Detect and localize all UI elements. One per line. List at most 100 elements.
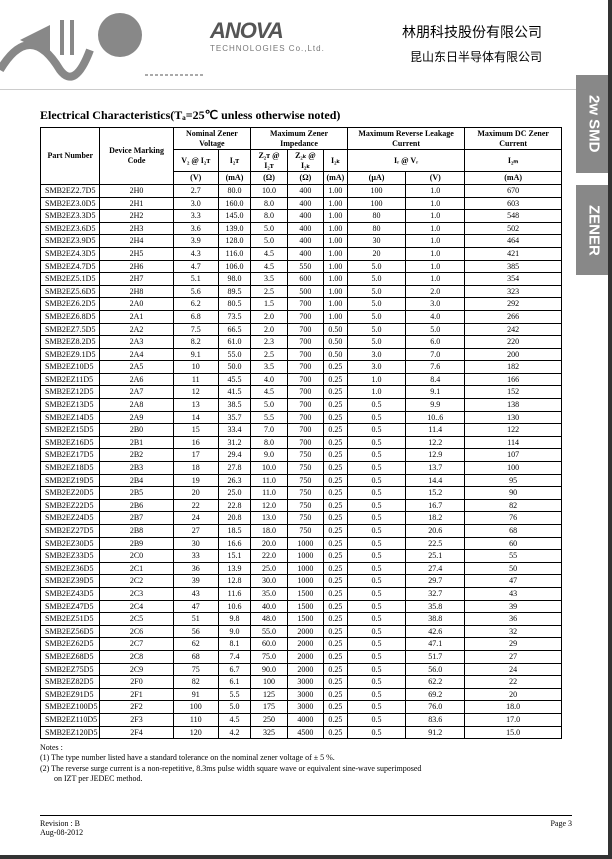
cell-izm: 548 bbox=[465, 210, 562, 223]
col-part-number: Part Number bbox=[41, 128, 100, 185]
side-tabs: 2w SMD ZENER bbox=[576, 75, 612, 595]
cell-ir: 0.5 bbox=[347, 550, 405, 563]
cell-ir: 0.5 bbox=[347, 399, 405, 412]
cell-ir: 30 bbox=[347, 235, 405, 248]
cell-izt: 116.0 bbox=[218, 247, 250, 260]
cell-ir: 80 bbox=[347, 210, 405, 223]
cell-zzk: 700 bbox=[287, 436, 323, 449]
cell-ir: 0.5 bbox=[347, 713, 405, 726]
cell-pn: SMB2EZ12D5 bbox=[41, 386, 100, 399]
cell-zzk: 550 bbox=[287, 260, 323, 273]
cell-zzt: 30.0 bbox=[251, 575, 288, 588]
cell-zzk: 700 bbox=[287, 348, 323, 361]
cell-pn: SMB2EZ75D5 bbox=[41, 663, 100, 676]
cell-pn: SMB2EZ3.0D5 bbox=[41, 197, 100, 210]
cell-pn: SMB2EZ110D5 bbox=[41, 713, 100, 726]
table-row: SMB2EZ36D52C13613.925.010000.250.527.450 bbox=[41, 562, 562, 575]
col-izt: I₂ᴛ bbox=[218, 150, 250, 172]
table-row: SMB2EZ110D52F31104.525040000.250.583.617… bbox=[41, 713, 562, 726]
shadow-bottom bbox=[0, 855, 612, 859]
cell-vr: 9.9 bbox=[406, 399, 465, 412]
cell-izt: 55.0 bbox=[218, 348, 250, 361]
cell-vr: 27.4 bbox=[406, 562, 465, 575]
unit-6: (V) bbox=[406, 172, 465, 185]
cell-mc: 2F3 bbox=[100, 713, 173, 726]
table-row: SMB2EZ3.9D52H43.9128.05.04001.00301.0464 bbox=[41, 235, 562, 248]
cell-izk: 0.25 bbox=[323, 663, 347, 676]
cell-zzk: 500 bbox=[287, 285, 323, 298]
cell-mc: 2A3 bbox=[100, 336, 173, 349]
cell-izm: 502 bbox=[465, 222, 562, 235]
cell-zzk: 750 bbox=[287, 462, 323, 475]
cell-vz: 13 bbox=[173, 399, 218, 412]
cell-vz: 15 bbox=[173, 424, 218, 437]
cell-mc: 2C8 bbox=[100, 650, 173, 663]
table-row: SMB2EZ24D52B72420.813.07500.250.518.276 bbox=[41, 512, 562, 525]
cell-ir: 1.0 bbox=[347, 386, 405, 399]
cell-vr: 20.6 bbox=[406, 525, 465, 538]
cell-ir: 0.5 bbox=[347, 701, 405, 714]
cell-vz: 20 bbox=[173, 487, 218, 500]
cell-mc: 2B7 bbox=[100, 512, 173, 525]
cell-pn: SMB2EZ6.2D5 bbox=[41, 298, 100, 311]
cell-zzt: 40.0 bbox=[251, 600, 288, 613]
cell-vr: 83.6 bbox=[406, 713, 465, 726]
cell-ir: 0.5 bbox=[347, 688, 405, 701]
cell-zzk: 1000 bbox=[287, 550, 323, 563]
cell-vr: 1.0 bbox=[406, 247, 465, 260]
cell-vr: 7.6 bbox=[406, 361, 465, 374]
cell-vr: 10..6 bbox=[406, 411, 465, 424]
cell-izk: 1.00 bbox=[323, 247, 347, 260]
cell-ir: 0.5 bbox=[347, 613, 405, 626]
cell-izt: 31.2 bbox=[218, 436, 250, 449]
cell-ir: 0.5 bbox=[347, 587, 405, 600]
cell-mc: 2A6 bbox=[100, 373, 173, 386]
cell-vz: 17 bbox=[173, 449, 218, 462]
cell-izm: 100 bbox=[465, 462, 562, 475]
cell-izt: 80.5 bbox=[218, 298, 250, 311]
cell-vz: 68 bbox=[173, 650, 218, 663]
cell-pn: SMB2EZ36D5 bbox=[41, 562, 100, 575]
cell-zzk: 4000 bbox=[287, 713, 323, 726]
cell-vr: 11.4 bbox=[406, 424, 465, 437]
cell-mc: 2A5 bbox=[100, 361, 173, 374]
cell-zzk: 750 bbox=[287, 525, 323, 538]
cell-ir: 0.5 bbox=[347, 575, 405, 588]
cell-izk: 0.25 bbox=[323, 650, 347, 663]
cell-zzk: 400 bbox=[287, 210, 323, 223]
cell-vz: 24 bbox=[173, 512, 218, 525]
cell-izk: 0.25 bbox=[323, 701, 347, 714]
cell-mc: 2B2 bbox=[100, 449, 173, 462]
cell-izt: 8.1 bbox=[218, 638, 250, 651]
cell-mc: 2A9 bbox=[100, 411, 173, 424]
cell-izm: 200 bbox=[465, 348, 562, 361]
cell-zzt: 2.5 bbox=[251, 348, 288, 361]
cell-vr: 4.0 bbox=[406, 310, 465, 323]
cell-vz: 56 bbox=[173, 625, 218, 638]
cell-izt: 33.4 bbox=[218, 424, 250, 437]
cell-ir: 3.0 bbox=[347, 361, 405, 374]
cell-izk: 0.50 bbox=[323, 323, 347, 336]
cell-izt: 38.5 bbox=[218, 399, 250, 412]
cell-ir: 5.0 bbox=[347, 285, 405, 298]
cell-zzt: 48.0 bbox=[251, 613, 288, 626]
table-row: SMB2EZ75D52C9756.790.020000.250.556.024 bbox=[41, 663, 562, 676]
cell-vr: 1.0 bbox=[406, 260, 465, 273]
cell-mc: 2H7 bbox=[100, 273, 173, 286]
cell-ir: 0.5 bbox=[347, 726, 405, 739]
header: ANOVA TECHNOLOGIES Co.,Ltd. 林朋科技股份有限公司 昆… bbox=[0, 0, 612, 90]
cell-izk: 0.25 bbox=[323, 449, 347, 462]
cell-ir: 0.5 bbox=[347, 625, 405, 638]
cell-izt: 139.0 bbox=[218, 222, 250, 235]
unit-0: (V) bbox=[173, 172, 218, 185]
cell-zzk: 1500 bbox=[287, 587, 323, 600]
footer-page: Page 3 bbox=[550, 819, 572, 837]
cell-izt: 20.8 bbox=[218, 512, 250, 525]
cell-pn: SMB2EZ6.8D5 bbox=[41, 310, 100, 323]
unit-2: (Ω) bbox=[251, 172, 288, 185]
cell-zzt: 10.0 bbox=[251, 184, 288, 197]
cell-izt: 25.0 bbox=[218, 487, 250, 500]
cell-zzt: 35.0 bbox=[251, 587, 288, 600]
cell-izm: 60 bbox=[465, 537, 562, 550]
cell-vr: 1.0 bbox=[406, 210, 465, 223]
